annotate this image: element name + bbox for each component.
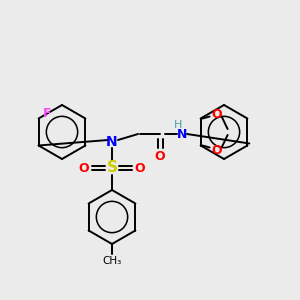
Text: S: S (106, 160, 118, 175)
Text: F: F (44, 107, 52, 120)
Text: O: O (79, 161, 89, 175)
Text: N: N (177, 128, 187, 140)
Text: N: N (106, 135, 118, 149)
Text: CH₃: CH₃ (102, 256, 122, 266)
Text: O: O (211, 108, 222, 121)
Text: O: O (211, 144, 222, 157)
Text: H: H (174, 120, 182, 130)
Text: O: O (135, 161, 145, 175)
Text: O: O (155, 149, 165, 163)
